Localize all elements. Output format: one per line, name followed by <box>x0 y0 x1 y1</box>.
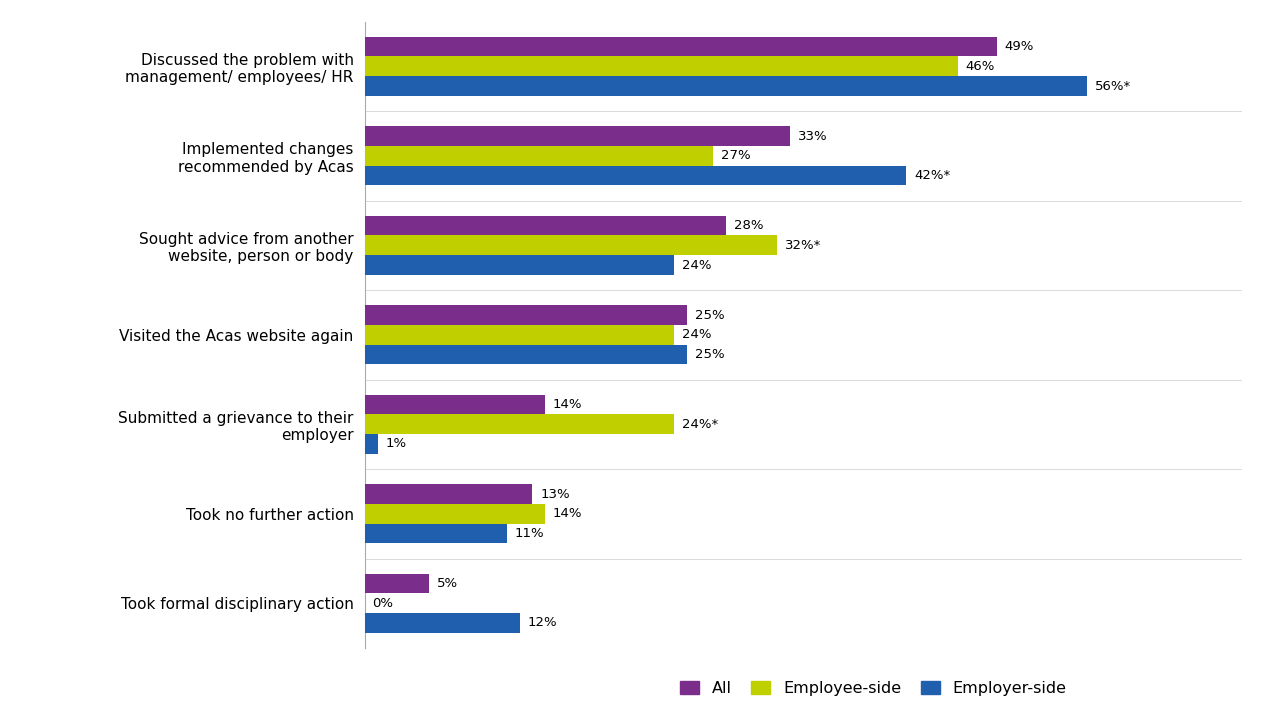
Text: 24%: 24% <box>682 258 712 271</box>
Bar <box>365 37 997 56</box>
Bar <box>365 434 378 454</box>
Text: 14%: 14% <box>553 508 582 521</box>
Text: 33%: 33% <box>797 130 828 143</box>
Text: 25%: 25% <box>695 348 724 361</box>
Bar <box>365 415 675 434</box>
Bar <box>365 613 520 633</box>
Bar <box>365 255 675 275</box>
Text: 32%*: 32%* <box>785 239 822 252</box>
Text: 1%: 1% <box>385 438 407 451</box>
Bar <box>365 504 545 523</box>
Text: 24%*: 24%* <box>682 418 718 431</box>
Text: 25%: 25% <box>695 309 724 322</box>
Text: 49%: 49% <box>1005 40 1034 53</box>
Text: 27%: 27% <box>721 149 750 162</box>
Bar <box>365 166 906 185</box>
Text: 56%*: 56%* <box>1094 79 1130 93</box>
Bar <box>365 146 713 166</box>
Text: 11%: 11% <box>515 527 544 540</box>
Bar <box>365 235 777 255</box>
Text: 0%: 0% <box>372 597 393 610</box>
Text: 24%: 24% <box>682 328 712 341</box>
Bar <box>365 305 687 325</box>
Text: 28%: 28% <box>733 219 763 232</box>
Text: 12%: 12% <box>527 616 557 629</box>
Text: 14%: 14% <box>553 398 582 411</box>
Legend: All, Employee-side, Employer-side: All, Employee-side, Employer-side <box>680 681 1066 696</box>
Text: 5%: 5% <box>436 577 458 590</box>
Bar <box>365 395 545 415</box>
Bar <box>365 523 507 544</box>
Bar <box>365 345 687 364</box>
Text: 46%: 46% <box>965 60 995 73</box>
Bar <box>365 325 675 345</box>
Bar <box>365 574 429 593</box>
Bar <box>365 485 532 504</box>
Text: 13%: 13% <box>540 487 570 500</box>
Text: 42%*: 42%* <box>914 169 950 182</box>
Bar <box>365 126 790 146</box>
Bar <box>365 76 1087 96</box>
Bar <box>365 56 957 76</box>
Bar <box>365 216 726 235</box>
